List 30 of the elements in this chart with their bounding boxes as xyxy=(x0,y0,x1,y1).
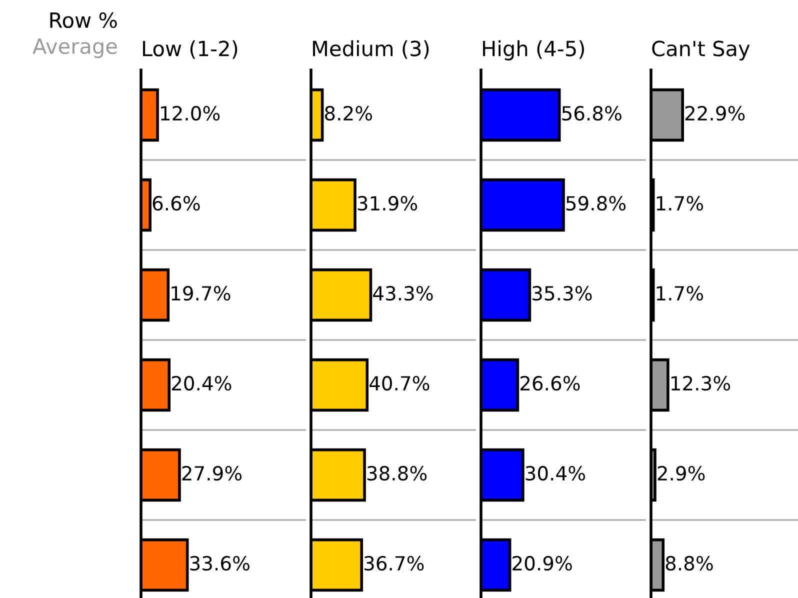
data-label: 12.3% xyxy=(671,376,730,391)
data-label: 8.8% xyxy=(666,556,713,571)
data-label: 20.4% xyxy=(172,376,232,391)
data-label: 12.0% xyxy=(161,106,220,121)
data-label: 36.7% xyxy=(364,556,424,571)
data-label: 1.7% xyxy=(656,196,704,211)
data-label: 1.7% xyxy=(656,286,704,301)
data-label: 56.8% xyxy=(562,106,622,121)
data-label: 2.9% xyxy=(658,466,705,481)
data-label: 6.6% xyxy=(152,196,200,211)
data-label: 31.9% xyxy=(358,196,418,211)
data-label: 8.2% xyxy=(325,106,372,121)
chart-title: Low (1-2) xyxy=(143,40,238,59)
data-label: 22.9% xyxy=(685,106,745,121)
chart-title: Medium (3) xyxy=(313,40,429,59)
data-label: 35.3% xyxy=(532,286,592,301)
data-label: 40.7% xyxy=(369,376,430,391)
data-label: 33.6% xyxy=(190,556,250,571)
text: Row % xyxy=(50,12,117,28)
data-label: 30.4% xyxy=(526,466,586,481)
data-label: 59.8% xyxy=(566,196,626,211)
data-label: 43.3% xyxy=(373,286,433,301)
data-label: 38.8% xyxy=(367,466,427,481)
data-label: 26.6% xyxy=(520,376,580,391)
data-label: 19.7% xyxy=(172,286,230,301)
chart-title: High (4-5) xyxy=(483,40,584,60)
data-label: 27.9% xyxy=(182,466,242,481)
text: Average xyxy=(32,38,117,58)
data-label: 20.9% xyxy=(512,556,572,571)
chart-title: Can't Say xyxy=(652,40,750,60)
